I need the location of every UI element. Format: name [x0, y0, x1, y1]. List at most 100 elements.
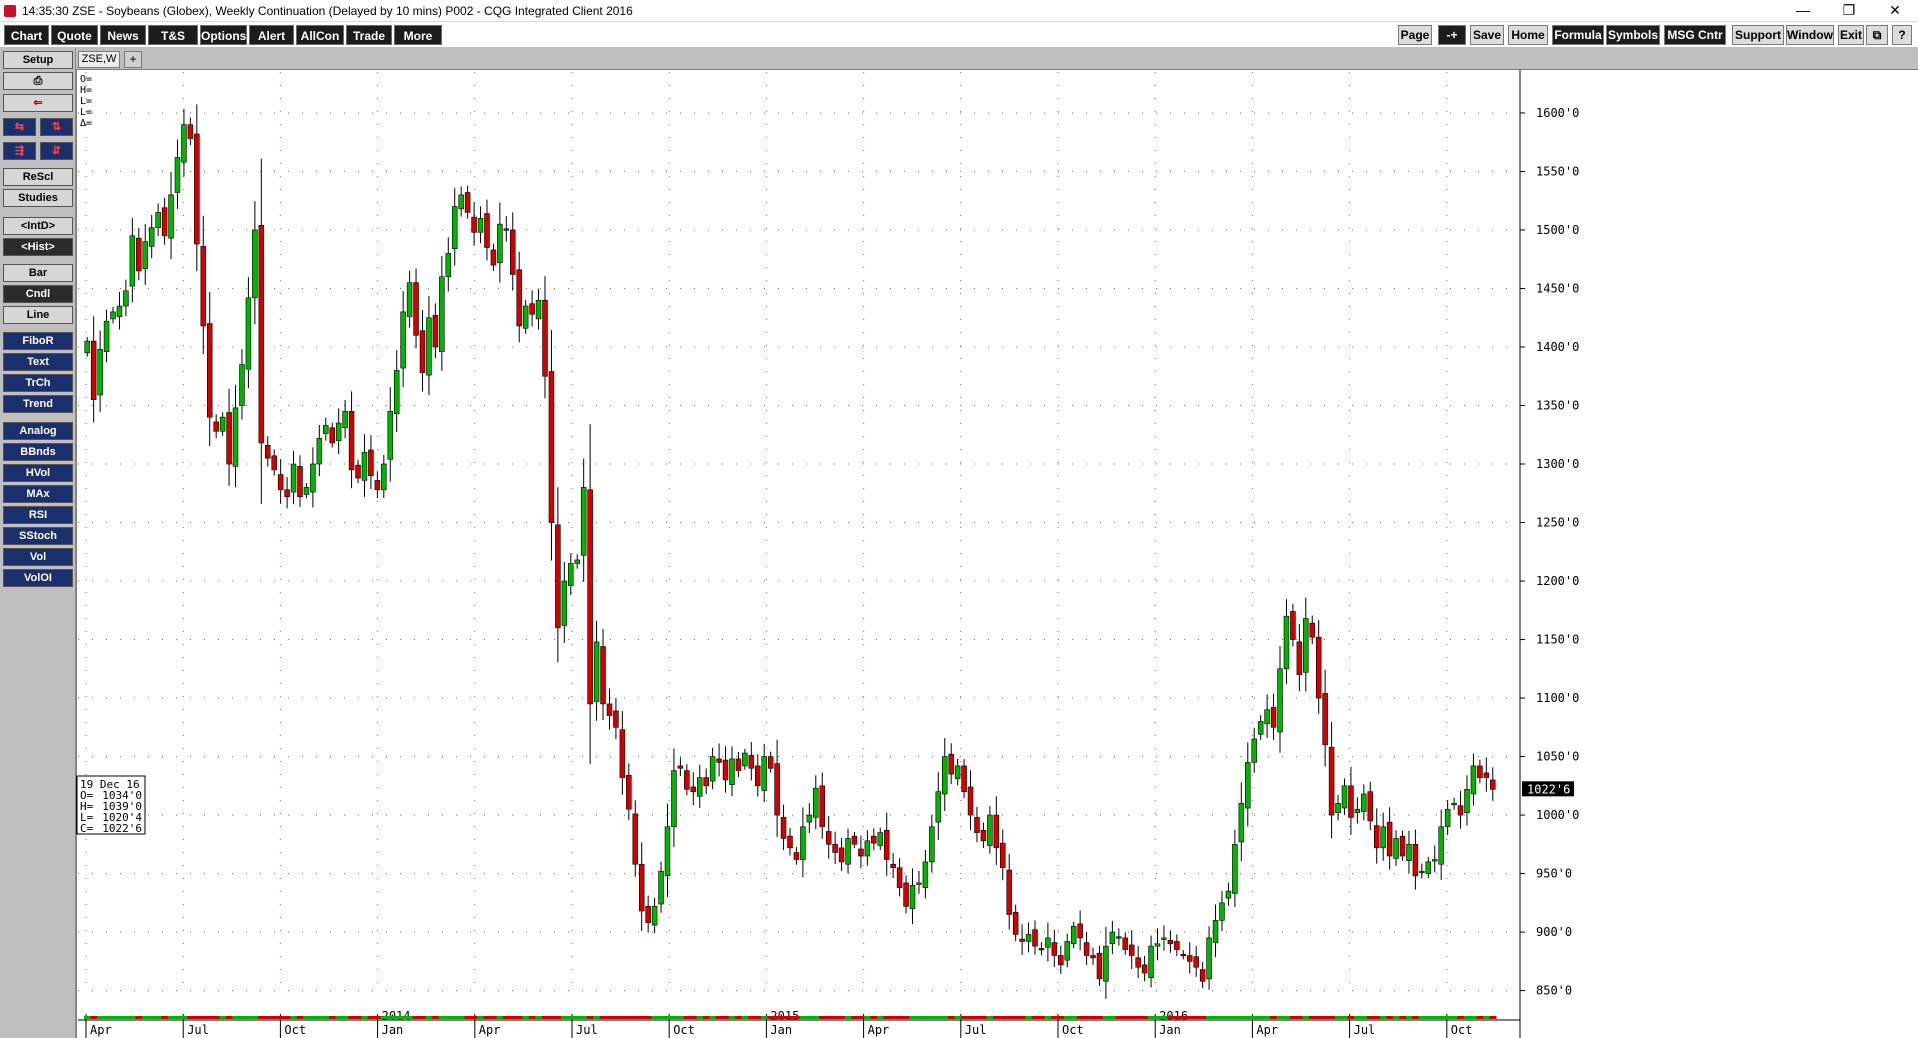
info-box-label: O=: [80, 789, 94, 802]
menu-news[interactable]: News: [100, 25, 146, 45]
compress-icon[interactable]: ⇶: [3, 142, 36, 160]
trend-button[interactable]: Trend: [3, 395, 73, 413]
expand-icon[interactable]: ⇵: [40, 142, 73, 160]
setup-button[interactable]: Setup: [3, 51, 73, 69]
trend-bar-segment: [1218, 1016, 1226, 1019]
candle: [393, 350, 400, 433]
restore-icon[interactable]: ❐: [1842, 2, 1856, 18]
candle: [1154, 928, 1161, 961]
candle-body: [909, 884, 916, 909]
support-button[interactable]: Support: [1732, 25, 1784, 45]
menu-trade[interactable]: Trade: [346, 25, 392, 45]
trend-bar-segment: [1483, 1016, 1491, 1019]
voloi-button[interactable]: VolOI: [3, 569, 73, 587]
hvol-button[interactable]: HVol: [3, 464, 73, 482]
candle: [561, 562, 568, 643]
exit-button[interactable]: Exit: [1838, 25, 1864, 45]
candle-chart-button[interactable]: Cndl: [3, 285, 73, 303]
rescale-button[interactable]: ReScl: [3, 168, 73, 186]
candle: [696, 764, 703, 809]
trend-bar-segment: [457, 1016, 465, 1019]
candle-body: [290, 463, 297, 493]
candle: [316, 424, 323, 477]
vol-button[interactable]: Vol: [3, 548, 73, 566]
candle-body: [1277, 668, 1283, 733]
candle-body: [258, 224, 265, 444]
studies-button[interactable]: Studies: [3, 189, 73, 207]
candle: [658, 861, 664, 913]
candle: [1206, 926, 1212, 990]
candle-body: [393, 370, 400, 414]
candle-body: [1167, 939, 1174, 945]
historical-button[interactable]: <Hist>: [3, 238, 73, 256]
window-copy-icon[interactable]: ⧉: [1866, 25, 1888, 45]
candle-body: [948, 753, 954, 775]
info-box-value: 1034'0: [102, 789, 142, 802]
candle-body: [845, 838, 851, 865]
trend-bar-segment: [316, 1016, 324, 1019]
menu-more[interactable]: More: [394, 25, 442, 45]
save-button[interactable]: Save: [1470, 25, 1504, 45]
trend-bar-segment: [980, 1016, 988, 1019]
trend-bar-segment: [425, 1016, 433, 1019]
print-icon[interactable]: ⎙: [3, 72, 73, 90]
menu-alert[interactable]: Alert: [249, 25, 294, 45]
line-chart-button[interactable]: Line: [3, 306, 73, 324]
trend-channel-button[interactable]: TrCh: [3, 374, 73, 392]
candle: [1103, 926, 1109, 999]
candle: [529, 290, 535, 327]
sstoch-button[interactable]: SStoch: [3, 527, 73, 545]
trend-bar-segment: [1173, 1016, 1181, 1019]
candle-body: [871, 835, 877, 844]
close-icon[interactable]: ✕: [1889, 2, 1901, 18]
menu-chart[interactable]: Chart: [4, 25, 49, 45]
text-button[interactable]: Text: [3, 353, 73, 371]
trend-bar-segment: [1102, 1016, 1110, 1019]
chart-tab[interactable]: ZSE,W: [78, 51, 120, 68]
menu-quote[interactable]: Quote: [51, 25, 98, 45]
menu-options[interactable]: Options: [200, 25, 247, 45]
trend-bar-segment: [393, 1016, 401, 1019]
help-button[interactable]: ?: [1892, 25, 1912, 45]
add-tab-button[interactable]: +: [124, 51, 142, 68]
candle-body: [980, 829, 987, 842]
candle: [1070, 921, 1077, 949]
window-button[interactable]: Window: [1786, 25, 1834, 45]
trend-bar-segment: [1025, 1016, 1033, 1019]
candle: [1032, 920, 1038, 955]
candlestick-chart[interactable]: 850'0 900'0 950'0 1000'0 1050'0 1100'0 1150'0 1…: [76, 70, 1918, 1038]
msg-cntr-button[interactable]: MSG Cntr: [1664, 25, 1726, 45]
rsi-button[interactable]: RSI: [3, 506, 73, 524]
candle: [651, 897, 658, 933]
candle: [1431, 845, 1438, 873]
candle: [348, 391, 355, 489]
page-button[interactable]: Page: [1398, 25, 1432, 45]
chart-area[interactable]: 850'0 900'0 950'0 1000'0 1050'0 1100'0 1150'0 1…: [76, 70, 1918, 1038]
candle: [1019, 924, 1025, 955]
max-button[interactable]: MAx: [3, 485, 73, 503]
candle: [381, 454, 387, 499]
trend-bar-segment: [1270, 1016, 1278, 1019]
bar-chart-button[interactable]: Bar: [3, 264, 73, 282]
fibo-button[interactable]: FiboR: [3, 332, 73, 350]
symbols-button[interactable]: Symbols: [1606, 25, 1660, 45]
candle: [406, 270, 413, 328]
bbands-button[interactable]: BBnds: [3, 443, 73, 461]
scroll-right-icon[interactable]: ⇅: [40, 118, 73, 136]
scroll-left-icon[interactable]: ⇆: [3, 118, 36, 136]
home-button[interactable]: Home: [1508, 25, 1548, 45]
trend-bar-segment: [335, 1016, 343, 1019]
menu-ts[interactable]: T&S: [148, 25, 198, 45]
candle: [729, 746, 735, 797]
analog-button[interactable]: Analog: [3, 422, 73, 440]
formula-button[interactable]: Formula: [1552, 25, 1604, 45]
zoom-button[interactable]: -+: [1438, 25, 1466, 45]
minimize-icon[interactable]: —: [1796, 2, 1810, 18]
candle-body: [342, 411, 348, 429]
candle: [613, 698, 619, 740]
candle: [1090, 947, 1096, 965]
candle: [1354, 797, 1361, 824]
exit-icon[interactable]: ⇐: [3, 94, 73, 112]
menu-allcon[interactable]: AllCon: [296, 25, 344, 45]
intraday-button[interactable]: <IntD>: [3, 217, 73, 235]
